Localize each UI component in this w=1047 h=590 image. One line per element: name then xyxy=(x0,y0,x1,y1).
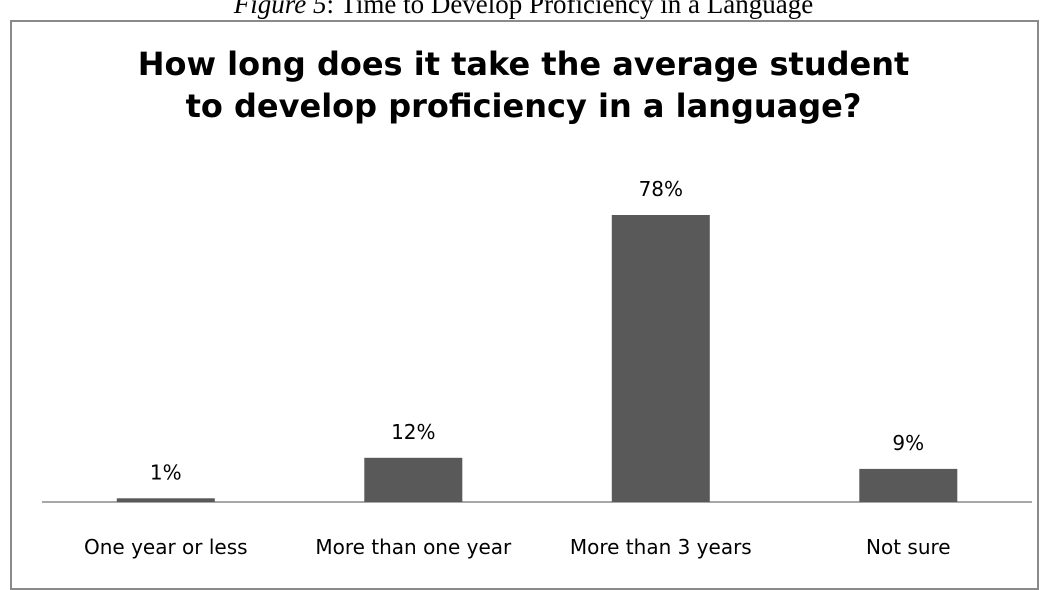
chart-title-line-2: to develop proficiency in a language? xyxy=(185,87,862,125)
chart-title: How long does it take the average studen… xyxy=(0,43,1047,127)
x-tick-label-0: One year or less xyxy=(84,535,248,559)
x-tick-label-1: More than one year xyxy=(315,535,512,559)
x-tick-label-2: More than 3 years xyxy=(570,535,752,559)
chart-title-line-1: How long does it take the average studen… xyxy=(137,45,910,83)
bar-3 xyxy=(859,468,958,502)
data-label-2: 78% xyxy=(639,177,683,201)
figure-number: Figure 5 xyxy=(233,0,327,19)
data-label-0: 1% xyxy=(150,460,182,484)
bar-0 xyxy=(116,498,215,502)
figure-caption-text: Time to Develop Proficiency in a Languag… xyxy=(340,0,814,19)
x-tick-label-3: Not sure xyxy=(866,535,951,559)
figure-caption: Figure 5: Time to Develop Proficiency in… xyxy=(0,0,1047,20)
bar-2 xyxy=(611,215,710,502)
data-label-1: 12% xyxy=(391,420,435,444)
data-label-3: 9% xyxy=(892,431,924,455)
bar-1 xyxy=(364,457,463,502)
figure-caption-separator: : xyxy=(326,0,341,19)
